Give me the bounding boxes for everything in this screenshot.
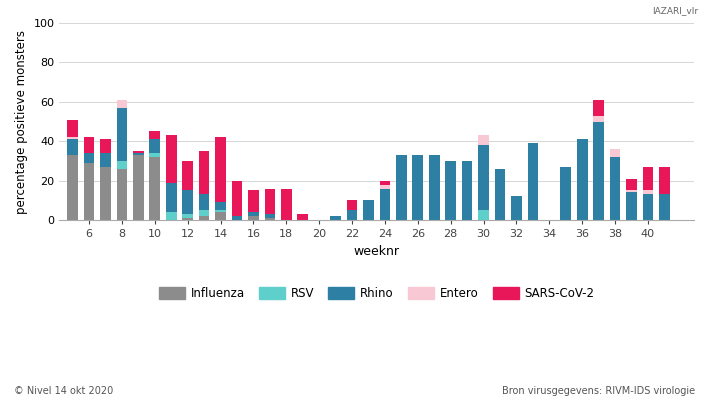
- Bar: [133, 153, 144, 155]
- Bar: [100, 153, 111, 167]
- Bar: [347, 210, 357, 220]
- Bar: [248, 190, 259, 212]
- Bar: [150, 131, 160, 139]
- Y-axis label: percentage positieve monsters: percentage positieve monsters: [15, 30, 28, 214]
- Bar: [610, 149, 620, 157]
- Bar: [116, 108, 127, 161]
- Bar: [199, 194, 209, 210]
- Bar: [593, 122, 604, 220]
- Bar: [379, 184, 390, 188]
- Bar: [363, 200, 374, 220]
- Bar: [379, 181, 390, 184]
- Bar: [67, 137, 78, 139]
- Bar: [150, 139, 160, 153]
- Bar: [150, 157, 160, 220]
- Bar: [379, 188, 390, 220]
- Bar: [216, 210, 226, 212]
- Bar: [264, 214, 275, 218]
- Text: IAZARI_vlr: IAZARI_vlr: [652, 6, 698, 15]
- Bar: [166, 212, 177, 220]
- Bar: [642, 190, 653, 194]
- Bar: [560, 167, 571, 220]
- Bar: [330, 216, 341, 220]
- Bar: [182, 190, 193, 214]
- Bar: [479, 145, 489, 210]
- Bar: [216, 202, 226, 210]
- Bar: [527, 143, 538, 220]
- Bar: [626, 192, 637, 220]
- Bar: [166, 183, 177, 212]
- Bar: [116, 169, 127, 220]
- Bar: [281, 188, 291, 220]
- Text: Bron virusgegevens: RIVM-IDS virologie: Bron virusgegevens: RIVM-IDS virologie: [502, 386, 695, 396]
- Bar: [67, 120, 78, 137]
- Bar: [396, 155, 407, 220]
- Bar: [248, 212, 259, 216]
- Bar: [232, 181, 242, 216]
- Bar: [347, 200, 357, 210]
- Legend: Influenza, RSV, Rhino, Entero, SARS-CoV-2: Influenza, RSV, Rhino, Entero, SARS-CoV-…: [152, 281, 601, 306]
- Bar: [182, 161, 193, 190]
- Bar: [199, 210, 209, 216]
- Bar: [67, 155, 78, 220]
- Bar: [495, 169, 506, 220]
- Bar: [84, 163, 94, 220]
- Bar: [84, 153, 94, 163]
- Bar: [199, 151, 209, 194]
- Bar: [216, 137, 226, 202]
- Bar: [610, 157, 620, 220]
- Bar: [199, 216, 209, 220]
- Bar: [232, 216, 242, 220]
- X-axis label: weeknr: weeknr: [354, 245, 400, 258]
- Bar: [642, 194, 653, 220]
- Bar: [297, 214, 308, 220]
- Bar: [67, 139, 78, 155]
- Bar: [264, 188, 275, 214]
- Bar: [216, 212, 226, 220]
- Bar: [659, 167, 670, 194]
- Bar: [150, 153, 160, 157]
- Bar: [626, 179, 637, 190]
- Bar: [511, 196, 522, 220]
- Bar: [133, 151, 144, 153]
- Bar: [577, 139, 588, 220]
- Bar: [133, 155, 144, 220]
- Bar: [166, 135, 177, 183]
- Bar: [429, 155, 440, 220]
- Bar: [413, 155, 423, 220]
- Bar: [479, 210, 489, 220]
- Bar: [182, 214, 193, 218]
- Bar: [593, 116, 604, 122]
- Bar: [593, 100, 604, 116]
- Bar: [248, 216, 259, 220]
- Bar: [642, 167, 653, 190]
- Bar: [462, 161, 472, 220]
- Text: © Nivel 14 okt 2020: © Nivel 14 okt 2020: [14, 386, 113, 396]
- Bar: [116, 100, 127, 108]
- Bar: [626, 190, 637, 192]
- Bar: [116, 161, 127, 169]
- Bar: [182, 218, 193, 220]
- Bar: [659, 194, 670, 220]
- Bar: [445, 161, 456, 220]
- Bar: [84, 137, 94, 153]
- Bar: [100, 139, 111, 153]
- Bar: [479, 135, 489, 145]
- Bar: [100, 167, 111, 220]
- Bar: [264, 218, 275, 220]
